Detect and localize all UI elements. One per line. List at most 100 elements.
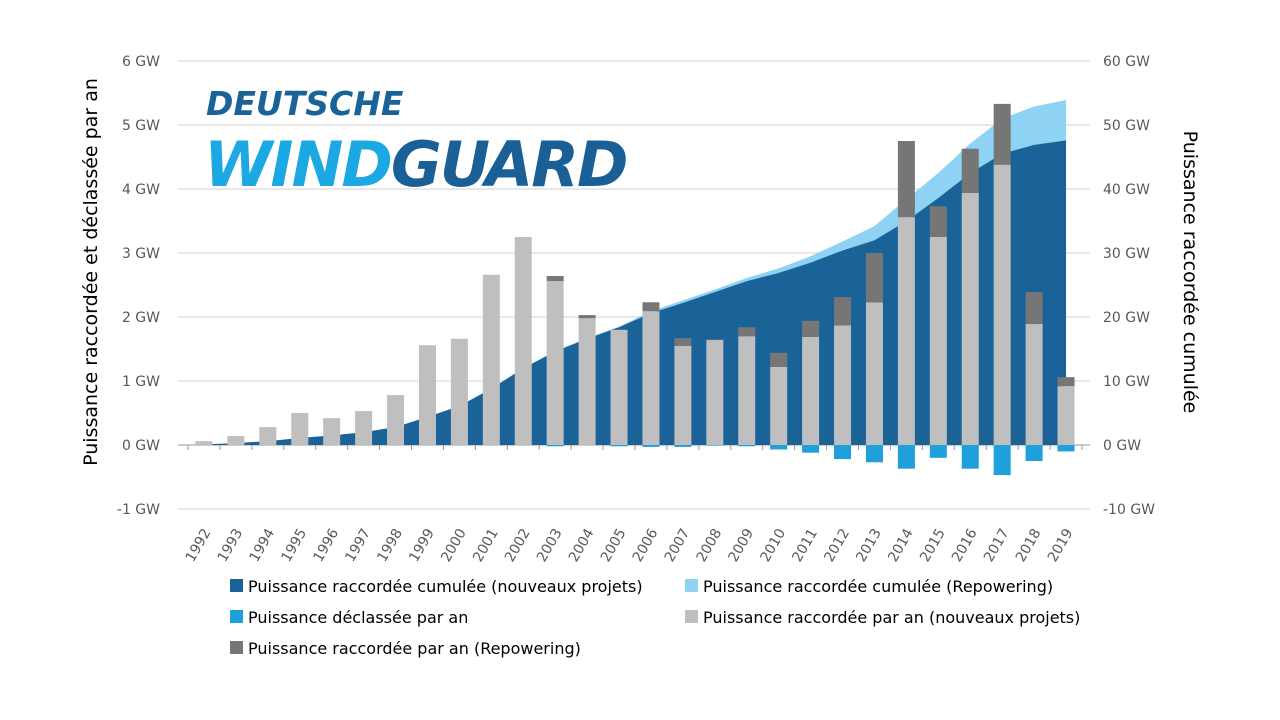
bar-annual-new — [387, 395, 405, 445]
logo-guard: GUARD — [391, 128, 627, 201]
left-y-tick-label: 1 GW — [122, 374, 160, 390]
bar-annual-repowering — [674, 338, 692, 346]
left-y-axis-ticks: -1 GW 0 GW 1 GW 2 GW 3 GW 4 GW 5 GW 6 GW — [117, 54, 160, 518]
bar-decommissioned — [993, 445, 1011, 476]
right-y-tick-label: 60 GW — [1103, 54, 1150, 70]
bar-annual-repowering — [706, 339, 724, 341]
right-y-tick-label: 0 GW — [1103, 438, 1141, 454]
legend-swatch-annual-new — [685, 610, 698, 623]
bar-annual-repowering — [642, 302, 660, 312]
bar-annual-repowering — [897, 141, 915, 218]
bar-decommissioned — [706, 445, 724, 446]
bar-annual-new — [578, 318, 596, 445]
bar-annual-new — [514, 237, 532, 445]
legend-swatch-cumulative-repowering — [685, 579, 698, 592]
legend-swatch-cumulative-new — [230, 579, 243, 592]
x-tick-label: 2019 — [1045, 526, 1077, 565]
legend: Puissance raccordée cumulée (nouveaux pr… — [230, 577, 1080, 658]
bar-annual-new — [227, 436, 245, 445]
legend-decommissioned: Puissance déclassée par an — [248, 608, 468, 627]
right-y-tick-label: -10 GW — [1103, 502, 1155, 518]
bar-annual-new — [865, 302, 883, 445]
bar-annual-new — [802, 336, 820, 445]
left-y-tick-label: 6 GW — [122, 54, 160, 70]
legend-swatch-decommissioned — [230, 610, 243, 623]
bar-annual-new — [1057, 386, 1075, 445]
x-tick-label: 2008 — [694, 526, 726, 565]
bar-decommissioned — [961, 445, 979, 469]
right-y-tick-label: 40 GW — [1103, 182, 1150, 198]
bar-annual-new — [738, 336, 756, 445]
legend-annual-new: Puissance raccordée par an (nouveaux pro… — [703, 608, 1080, 627]
right-y-tick-label: 10 GW — [1103, 374, 1150, 390]
x-tick-label: 1993 — [215, 526, 247, 565]
bar-decommissioned — [610, 445, 628, 447]
bar-annual-repowering — [993, 103, 1011, 165]
bar-annual-new — [1025, 324, 1043, 445]
bar-annual-repowering — [578, 315, 596, 319]
x-tick-label: 2001 — [470, 526, 502, 565]
bar-annual-new — [291, 413, 309, 445]
bar-annual-new — [674, 345, 692, 445]
right-y-axis-ticks: -10 GW 0 GW 10 GW 20 GW 30 GW 40 GW 50 GW 60 GW — [1103, 54, 1155, 518]
x-axis: 1992 1993 1994 1995 1996 1997 1998 1999 2000 2001… — [183, 445, 1083, 565]
x-tick-label: 2002 — [502, 526, 534, 565]
bar-decommissioned — [897, 445, 915, 469]
x-tick-label: 1994 — [247, 526, 279, 565]
bar-decommissioned — [642, 445, 660, 447]
bar-annual-new — [418, 345, 436, 445]
bar-annual-repowering — [1025, 292, 1043, 325]
left-y-tick-label: -1 GW — [117, 502, 160, 518]
left-y-axis-label: Puissance raccordée et déclassée par an — [80, 78, 102, 466]
bar-decommissioned — [802, 445, 820, 453]
annual-bars — [195, 103, 1075, 476]
bar-decommissioned — [738, 445, 756, 447]
left-y-tick-label: 4 GW — [122, 182, 160, 198]
right-y-tick-label: 50 GW — [1103, 118, 1150, 134]
bar-annual-new — [706, 340, 724, 445]
x-tick-label: 1997 — [342, 526, 374, 565]
bar-annual-repowering — [929, 206, 947, 237]
x-tick-label: 2000 — [438, 526, 470, 565]
logo-line2: WINDGUARD — [204, 128, 626, 201]
bar-annual-new — [450, 338, 468, 445]
right-y-tick-label: 30 GW — [1103, 246, 1150, 262]
left-y-tick-label: 0 GW — [122, 438, 160, 454]
bar-annual-new — [961, 192, 979, 445]
x-tick-label: 1999 — [406, 526, 438, 565]
bar-annual-new — [323, 418, 341, 445]
bar-annual-repowering — [834, 297, 852, 326]
left-y-tick-label: 3 GW — [122, 246, 160, 262]
bar-annual-new — [642, 311, 660, 445]
bar-annual-repowering — [738, 327, 756, 337]
x-tick-label: 1998 — [374, 526, 406, 565]
x-tick-label: 1995 — [279, 526, 311, 565]
logo: DEUTSCHE WINDGUARD — [204, 84, 628, 201]
legend-cumulative-repowering: Puissance raccordée cumulée (Repowering) — [703, 577, 1053, 596]
left-y-tick-label: 5 GW — [122, 118, 160, 134]
x-tick-label: 2016 — [949, 526, 981, 565]
x-tick-label: 2004 — [566, 526, 598, 565]
x-tick-label: 2007 — [662, 526, 694, 565]
x-tick-label: 1992 — [183, 526, 215, 565]
bar-annual-new — [355, 411, 373, 445]
bar-annual-new — [897, 217, 915, 445]
x-tick-label: 2017 — [981, 526, 1013, 565]
bar-annual-new — [259, 427, 277, 445]
legend-swatch-annual-repowering — [230, 641, 243, 654]
x-tick-label: 2005 — [598, 526, 630, 565]
bar-annual-repowering — [546, 276, 564, 282]
right-y-tick-label: 20 GW — [1103, 310, 1150, 326]
bar-decommissioned — [929, 445, 947, 458]
logo-wind: WIND — [204, 128, 391, 201]
legend-cumulative-new: Puissance raccordée cumulée (nouveaux pr… — [248, 577, 643, 596]
bar-annual-repowering — [961, 148, 979, 193]
bar-annual-new — [834, 325, 852, 445]
bar-annual-repowering — [1057, 377, 1075, 387]
left-y-tick-label: 2 GW — [122, 310, 160, 326]
bar-annual-repowering — [802, 320, 820, 337]
bar-annual-new — [546, 281, 564, 445]
bar-annual-new — [610, 329, 628, 445]
x-tick-label: 2013 — [853, 526, 885, 565]
bar-decommissioned — [546, 445, 564, 447]
